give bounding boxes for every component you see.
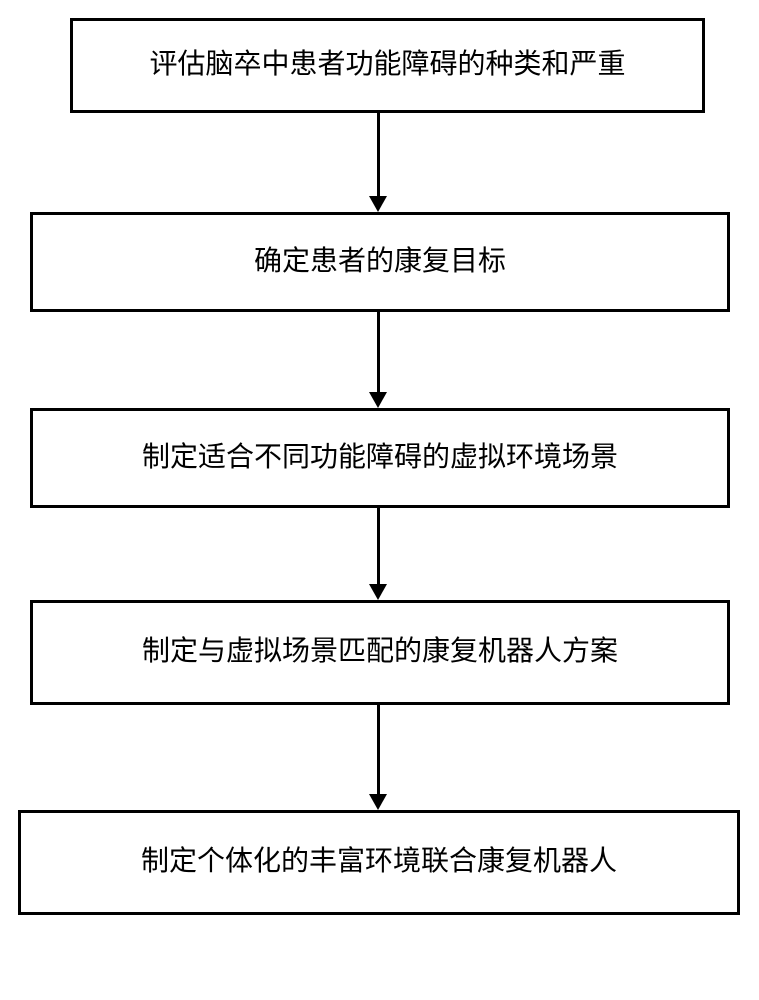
node-5-label: 制定个体化的丰富环境联合康复机器人 — [141, 844, 617, 880]
flowchart-node-4: 制定与虚拟场景匹配的康复机器人方案 — [30, 600, 730, 705]
arrow-3-head — [369, 584, 387, 600]
node-2-label: 确定患者的康复目标 — [254, 244, 506, 280]
arrow-2-line — [377, 312, 380, 392]
flowchart-node-5: 制定个体化的丰富环境联合康复机器人 — [18, 810, 740, 915]
arrow-3-line — [377, 508, 380, 584]
flowchart-node-2: 确定患者的康复目标 — [30, 212, 730, 312]
node-1-label: 评估脑卒中患者功能障碍的种类和严重 — [149, 47, 625, 83]
arrow-4-head — [369, 794, 387, 810]
node-4-label: 制定与虚拟场景匹配的康复机器人方案 — [142, 634, 618, 670]
arrow-1-line — [377, 113, 380, 196]
arrow-4-line — [377, 705, 380, 794]
flowchart-node-3: 制定适合不同功能障碍的虚拟环境场景 — [30, 408, 730, 508]
flowchart-container: 评估脑卒中患者功能障碍的种类和严重 确定患者的康复目标 制定适合不同功能障碍的虚… — [0, 0, 759, 1000]
flowchart-node-1: 评估脑卒中患者功能障碍的种类和严重 — [70, 18, 705, 113]
arrow-2-head — [369, 392, 387, 408]
arrow-1-head — [369, 196, 387, 212]
node-3-label: 制定适合不同功能障碍的虚拟环境场景 — [142, 440, 618, 476]
